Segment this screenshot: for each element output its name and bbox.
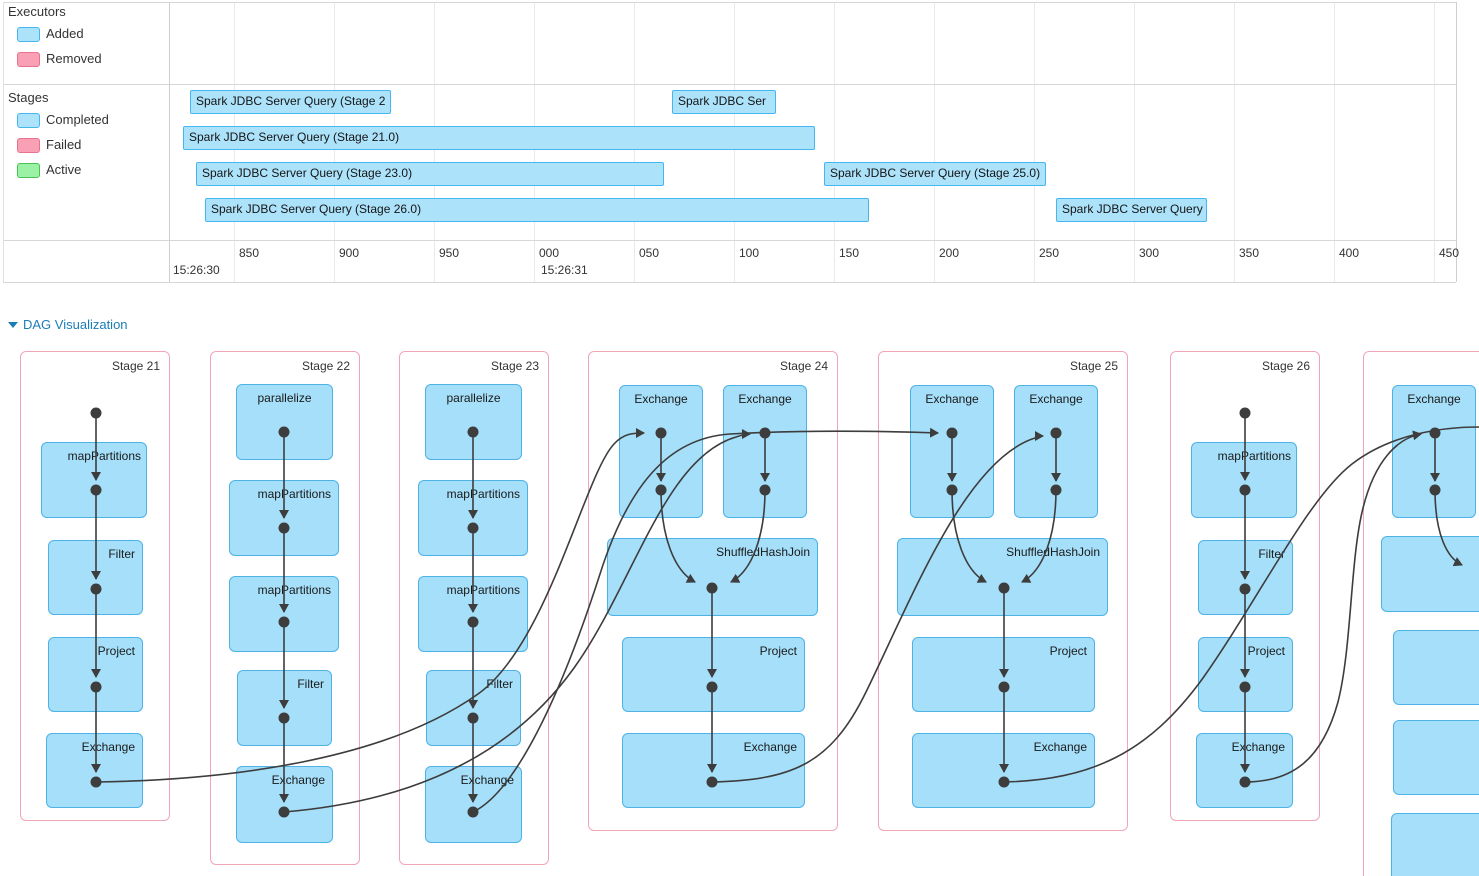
stage-bar[interactable]: Spark JDBC Server Query (Stage 25.0) (824, 162, 1046, 186)
timeline-border-bottom (3, 282, 1456, 283)
dag-node-exchange[interactable]: Exchange (910, 385, 994, 518)
stage-title: Stage 22 (301, 359, 350, 373)
dag-node-shuffledhashjoin[interactable]: ShuffledHashJoin (607, 538, 818, 616)
axis-tick: 950 (439, 246, 460, 260)
dag-node-filter[interactable]: Filter (237, 670, 332, 746)
failed-swatch-icon (17, 138, 40, 153)
stages-group-title: Stages (8, 90, 49, 105)
legend-removed-label: Removed (46, 51, 102, 66)
completed-swatch-icon (17, 113, 40, 128)
dag-visualization-label: DAG Visualization (23, 317, 128, 332)
dag-node-project[interactable]: Project (48, 637, 143, 712)
timeline-border-right (1456, 2, 1457, 282)
dag-node-mappartitions[interactable]: mapPartitions (229, 576, 339, 652)
timeline-border-top (3, 2, 1456, 3)
dag-canvas: Stage 21 mapPartitions Filter Project Ex… (0, 336, 1479, 876)
axis-tick: 850 (239, 246, 260, 260)
stage-title: Stage 21 (111, 359, 160, 373)
dag-node-exchange[interactable]: Exchange (1014, 385, 1098, 518)
dag-node-parallelize[interactable]: parallelize (236, 384, 333, 460)
axis-tick: 150 (839, 246, 860, 260)
stage-title: Stage 26 (1261, 359, 1310, 373)
dag-node-exchange[interactable]: Exchange (1196, 733, 1293, 808)
dag-node-exchange[interactable]: Exchange (425, 766, 522, 843)
dag-node-exchange[interactable]: Exchange (619, 385, 703, 518)
axis-tick: 400 (1339, 246, 1360, 260)
stage-title: Stage 23 (490, 359, 539, 373)
active-swatch-icon (17, 163, 40, 178)
collapse-arrow-icon (8, 322, 18, 328)
dag-node-clipped[interactable] (1393, 720, 1479, 795)
dag-node-exchange[interactable]: Exchange (236, 766, 333, 843)
stage-title: Stage 24 (779, 359, 828, 373)
axis-tick: 450 (1439, 246, 1460, 260)
dag-node-project[interactable]: Project (622, 637, 805, 712)
dag-node-project[interactable]: Project (912, 637, 1095, 712)
dag-node-exchange[interactable]: Exchange (622, 733, 805, 808)
dag-node-parallelize[interactable]: parallelize (425, 384, 522, 460)
stage-bar[interactable]: Spark JDBC Server Query (1056, 198, 1207, 222)
dag-node-mappartitions[interactable]: mapPartitions (229, 480, 339, 556)
dag-node-filter[interactable]: Filter (48, 540, 143, 615)
removed-swatch-icon (17, 52, 40, 67)
axis-major-tick: 15:26:31 (541, 263, 588, 277)
axis-tick: 900 (339, 246, 360, 260)
axis-tick: 200 (939, 246, 960, 260)
dag-node-mappartitions[interactable]: mapPartitions (41, 442, 147, 518)
dag-node-shuffledhashjoin[interactable]: ShuffledHashJoin (897, 538, 1108, 616)
legend-added-label: Added (46, 26, 84, 41)
stage-bar[interactable]: Spark JDBC Server Query (Stage 21.0) (183, 126, 815, 150)
axis-tick: 100 (739, 246, 760, 260)
dag-node-clipped[interactable] (1391, 813, 1479, 876)
stage-bar[interactable]: Spark JDBC Ser (672, 90, 776, 114)
dag-node-exchange[interactable]: Exchange (1392, 385, 1476, 518)
executors-group-title: Executors (8, 4, 66, 19)
axis-tick: 350 (1239, 246, 1260, 260)
legend-failed-label: Failed (46, 137, 82, 152)
legend-active-label: Active (46, 162, 82, 177)
stage-title: Stage 25 (1069, 359, 1118, 373)
dag-node-mappartitions[interactable]: mapPartitions (418, 576, 528, 652)
axis-tick: 000 (539, 246, 560, 260)
dag-node-clipped[interactable] (1381, 536, 1479, 612)
axis-major-tick: 15:26:30 (173, 263, 220, 277)
dag-visualization-toggle[interactable]: DAG Visualization (8, 317, 128, 332)
dag-node-clipped[interactable] (1393, 630, 1479, 705)
stage-bar[interactable]: Spark JDBC Server Query (Stage 2 (190, 90, 391, 114)
dag-node-project[interactable]: Project (1198, 637, 1293, 712)
legend-divider (169, 2, 170, 282)
stage-bar[interactable]: Spark JDBC Server Query (Stage 23.0) (196, 162, 664, 186)
axis-tick: 250 (1039, 246, 1060, 260)
stage-bar[interactable]: Spark JDBC Server Query (Stage 26.0) (205, 198, 869, 222)
axis-tick: 050 (639, 246, 660, 260)
dag-node-mappartitions[interactable]: mapPartitions (418, 480, 528, 556)
dag-node-filter[interactable]: Filter (1198, 540, 1293, 615)
dag-node-exchange[interactable]: Exchange (723, 385, 807, 518)
dag-node-filter[interactable]: Filter (426, 670, 521, 746)
axis-divider (3, 240, 1456, 241)
timeline-border-left (3, 2, 4, 282)
legend-completed-label: Completed (46, 112, 109, 127)
axis-tick: 300 (1139, 246, 1160, 260)
dag-node-exchange[interactable]: Exchange (46, 733, 143, 808)
group-divider (3, 84, 1456, 85)
added-swatch-icon (17, 27, 40, 42)
dag-node-mappartitions[interactable]: mapPartitions (1191, 442, 1297, 518)
dag-node-exchange[interactable]: Exchange (912, 733, 1095, 808)
